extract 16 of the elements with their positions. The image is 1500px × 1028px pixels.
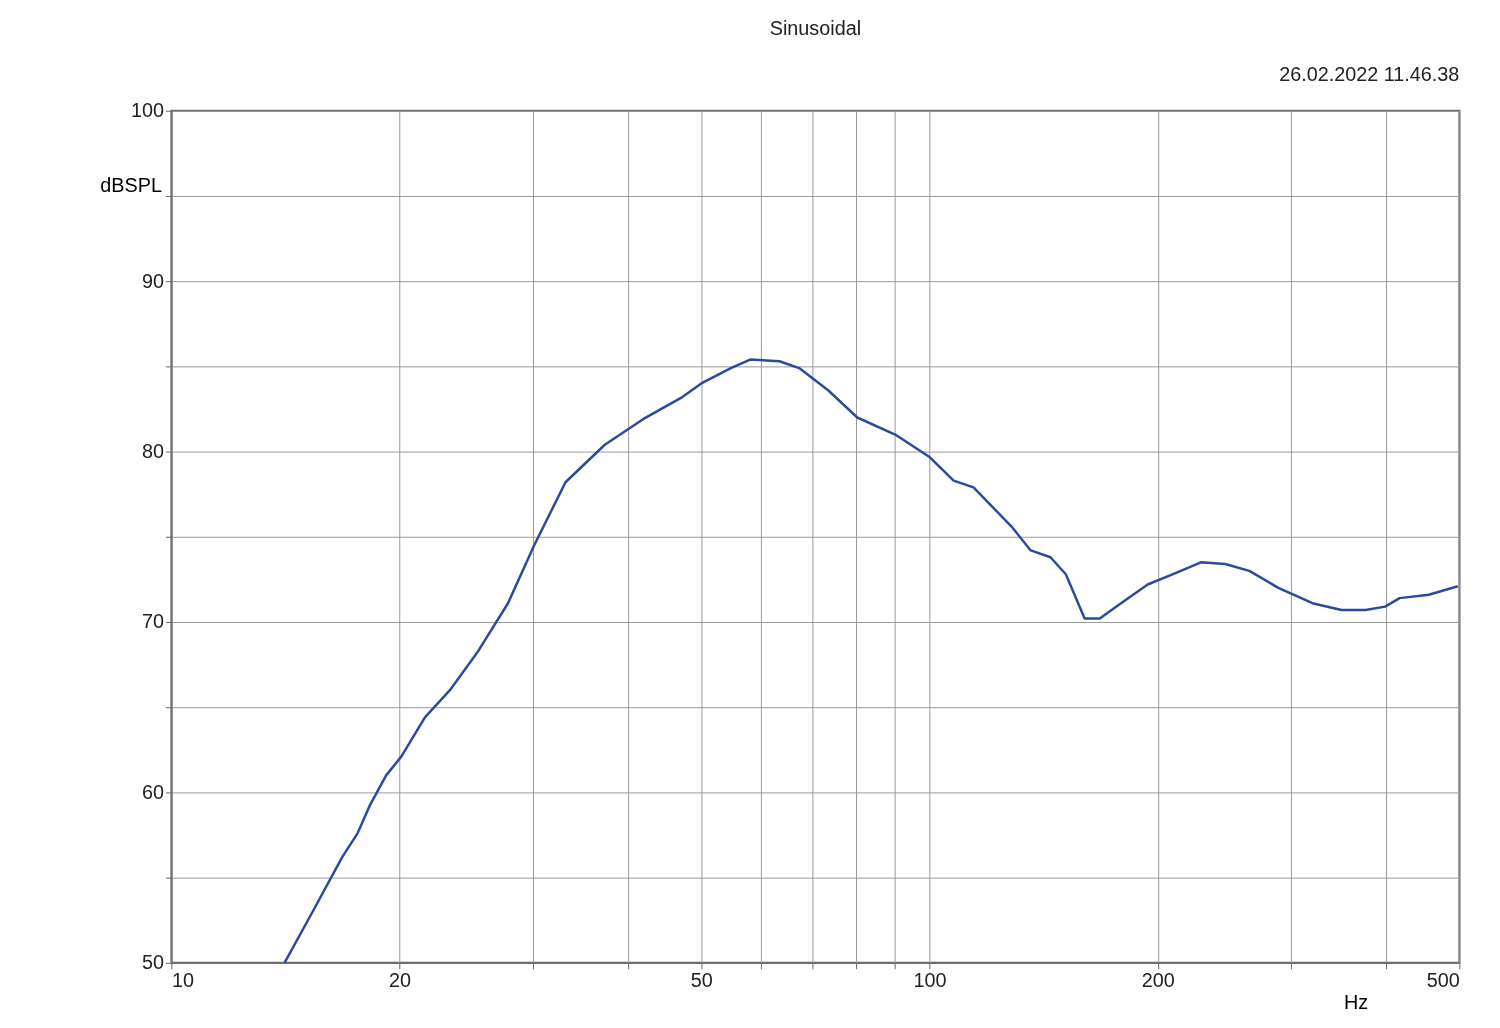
x-tick-label: 100 (913, 969, 947, 992)
y-tick-label: 70 (141, 610, 164, 633)
y-tick-label: 50 (141, 951, 164, 974)
y-tick-label: 100 (130, 99, 164, 122)
x-tick-label: 50 (690, 969, 713, 992)
x-tick-label: 10 (171, 969, 194, 992)
y-axis-title: dBSPL (100, 174, 162, 197)
x-tick-label: 500 (1426, 969, 1460, 992)
x-axis-title: Hz (1343, 990, 1369, 1013)
y-tick-label: 60 (141, 780, 164, 803)
text: 26.02.2022 11.46.38 (1279, 63, 1460, 86)
x-tick-label: 200 (1141, 969, 1175, 992)
x-tick-label: 20 (389, 969, 412, 992)
chart-title: Sinusoidal (769, 17, 862, 40)
y-tick-label: 90 (141, 269, 164, 292)
y-tick-label: 80 (141, 440, 164, 463)
